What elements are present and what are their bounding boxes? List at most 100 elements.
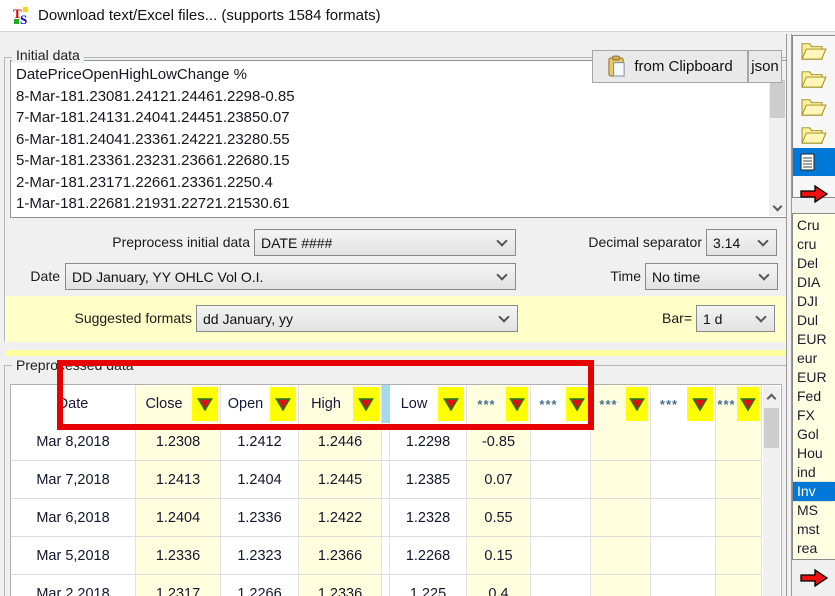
folder-icon[interactable] bbox=[793, 120, 835, 148]
symbol-list-item-selected[interactable]: Inv bbox=[793, 481, 835, 502]
filter-button[interactable] bbox=[438, 387, 464, 421]
symbol-list-item[interactable]: Del bbox=[797, 255, 819, 271]
chevron-down-icon bbox=[496, 269, 508, 281]
window-title: Download text/Excel files... (supports 1… bbox=[38, 7, 381, 24]
bar-combo[interactable]: 1 d bbox=[696, 305, 775, 332]
folder-icon[interactable] bbox=[793, 36, 835, 64]
symbol-list-item[interactable]: ind bbox=[797, 464, 816, 480]
grid-cell bbox=[651, 575, 716, 596]
bar-label: Bar= bbox=[662, 310, 692, 326]
column-header-label: High bbox=[311, 396, 341, 412]
symbol-list-item[interactable]: Hou bbox=[797, 445, 823, 461]
column-header-label: Close bbox=[145, 396, 183, 412]
chevron-down-icon bbox=[755, 311, 767, 323]
json-button[interactable]: json bbox=[748, 50, 782, 83]
date-format-combo[interactable]: DD January, YY OHLC Vol O.I. bbox=[65, 263, 516, 290]
decimal-separator-combo[interactable]: 3.14 bbox=[706, 229, 777, 256]
initial-data-text: DatePriceOpenHighLowChange % 8-Mar-181.23… bbox=[16, 64, 295, 215]
grid-scrollbar bbox=[763, 386, 780, 596]
symbol-list-item[interactable]: eur bbox=[797, 350, 818, 366]
initial-data-line: 5-Mar-181.23361.23231.23661.22680.15 bbox=[16, 152, 290, 169]
transfer-arrow-top-button[interactable] bbox=[797, 182, 831, 206]
time-label: Time bbox=[610, 268, 641, 284]
grid-cell: 1.2366 bbox=[299, 537, 382, 575]
time-combo[interactable]: No time bbox=[645, 263, 778, 290]
grid-cell: 0.07 bbox=[467, 461, 531, 499]
symbol-list-item[interactable]: EUR bbox=[797, 331, 827, 347]
grid-cell bbox=[651, 461, 716, 499]
symbol-list-item[interactable]: DIA bbox=[797, 274, 821, 290]
suggested-formats-combo[interactable]: dd January, yy bbox=[196, 305, 518, 332]
initial-data-line: 7-Mar-181.24131.24041.24451.23850.07 bbox=[16, 109, 290, 126]
column-header-stars: *** bbox=[467, 385, 531, 423]
symbol-list-item[interactable]: Dul bbox=[797, 312, 819, 328]
titlebar: T S Download text/Excel files... (suppor… bbox=[0, 0, 835, 32]
from-clipboard-button[interactable]: from Clipboard bbox=[592, 50, 748, 83]
symbol-list-item[interactable]: DJI bbox=[797, 293, 818, 309]
symbol-list-item[interactable]: mst bbox=[797, 521, 820, 537]
scrollbar-thumb[interactable] bbox=[770, 80, 785, 118]
grid-cell: 1.2422 bbox=[299, 499, 382, 537]
table-row: Mar 6,2018 1.2404 1.2336 1.2422 1.2328 0.55 bbox=[11, 499, 762, 537]
grid-cell: 1.2404 bbox=[221, 461, 299, 499]
grid-cell: 0.15 bbox=[467, 537, 531, 575]
filter-button[interactable] bbox=[353, 387, 379, 421]
initial-data-line: 2-Mar-181.23171.22661.23361.2250.4 bbox=[16, 173, 273, 191]
symbol-list-item[interactable]: MS bbox=[797, 502, 818, 518]
filter-button[interactable] bbox=[687, 387, 713, 421]
date-label: Date bbox=[30, 268, 60, 284]
grid-cell: 1.2336 bbox=[299, 575, 382, 596]
preprocessed-data-group-label: Preprocessed data bbox=[12, 357, 138, 373]
initial-data-textarea[interactable]: DatePriceOpenHighLowChange % 8-Mar-181.23… bbox=[10, 60, 788, 218]
symbol-list-item[interactable]: Cru bbox=[797, 217, 820, 233]
initial-data-line: 6-Mar-181.24041.23361.24221.23280.55 bbox=[16, 130, 290, 148]
transfer-arrow-bottom-button[interactable] bbox=[797, 566, 831, 590]
table-row: Mar 7,2018 1.2413 1.2404 1.2445 1.2385 0.07 bbox=[11, 461, 762, 499]
symbol-list-item[interactable]: FX bbox=[797, 407, 815, 423]
scroll-up-icon[interactable] bbox=[763, 388, 780, 405]
folder-icon[interactable] bbox=[793, 92, 835, 120]
grid-cell: 1.2446 bbox=[299, 423, 382, 461]
filter-button[interactable] bbox=[626, 387, 648, 421]
grid-cell bbox=[531, 499, 591, 537]
filter-button[interactable] bbox=[737, 387, 759, 421]
decimal-separator-label: Decimal separator bbox=[588, 234, 702, 250]
grid-cell: -0.85 bbox=[467, 423, 531, 461]
bar-value: 1 d bbox=[703, 310, 723, 327]
scrollbar-thumb[interactable] bbox=[764, 408, 779, 448]
panel-splitter[interactable] bbox=[786, 34, 792, 596]
grid-cell: 1.2266 bbox=[221, 575, 299, 596]
symbol-list-item[interactable]: Gol bbox=[797, 426, 819, 442]
column-header-label: *** bbox=[539, 396, 558, 412]
grid-cell: 1.2445 bbox=[299, 461, 382, 499]
filter-button[interactable] bbox=[192, 387, 218, 421]
grid-cell: Mar 7,2018 bbox=[11, 461, 136, 499]
suggested-formats-label: Suggested formats bbox=[74, 310, 192, 326]
grid-cell bbox=[591, 499, 651, 537]
filter-button[interactable] bbox=[566, 387, 588, 421]
red-arrow-right-icon bbox=[800, 184, 829, 204]
symbol-list-item[interactable]: cru bbox=[797, 236, 817, 252]
column-header-label: *** bbox=[599, 396, 618, 412]
column-header-stars: *** bbox=[591, 385, 651, 423]
grid-cell bbox=[591, 575, 651, 596]
grid-cell: 1.225 bbox=[390, 575, 467, 596]
scroll-down-icon[interactable] bbox=[769, 199, 786, 216]
symbol-list-item[interactable]: EUR bbox=[797, 369, 827, 385]
chevron-down-icon bbox=[498, 311, 510, 323]
chevron-down-icon bbox=[496, 235, 508, 247]
grid-cell bbox=[531, 423, 591, 461]
selected-source-item[interactable] bbox=[793, 148, 835, 176]
initial-data-line: 1-Mar-181.22681.21931.22721.21530.61 bbox=[16, 195, 290, 212]
symbol-list-item[interactable]: rea bbox=[797, 540, 818, 556]
grid-cell: 1.2328 bbox=[390, 499, 467, 537]
preprocess-combo[interactable]: DATE #### bbox=[254, 229, 516, 256]
textarea-scrollbar bbox=[769, 62, 786, 216]
filter-button[interactable] bbox=[506, 387, 528, 421]
filter-button[interactable] bbox=[270, 387, 296, 421]
grid-cell: 1.2317 bbox=[136, 575, 221, 596]
folder-icon[interactable] bbox=[793, 64, 835, 92]
time-value: No time bbox=[652, 268, 701, 285]
json-label: json bbox=[751, 58, 779, 75]
symbol-list-item[interactable]: Fed bbox=[797, 388, 822, 404]
